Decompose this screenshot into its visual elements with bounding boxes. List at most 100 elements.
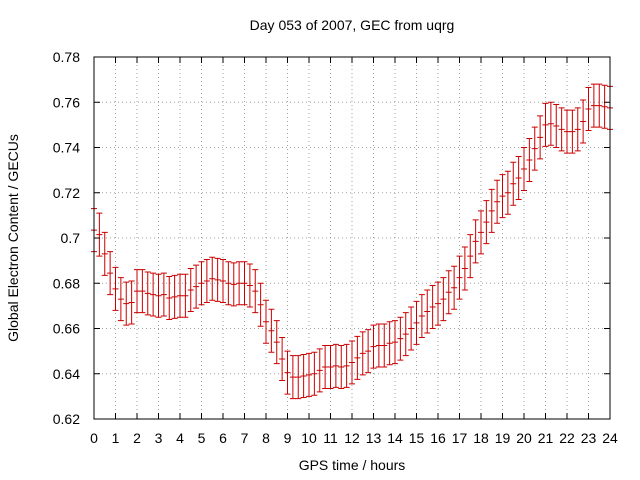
data-point — [101, 231, 108, 276]
data-point — [139, 269, 146, 314]
data-point — [209, 256, 216, 301]
y-tick-label: 0.72 — [53, 185, 80, 201]
data-point — [472, 219, 479, 264]
x-tick-label: 4 — [176, 430, 184, 446]
data-point — [596, 83, 603, 128]
x-tick-label: 20 — [516, 430, 532, 446]
data-point — [322, 344, 329, 389]
data-point — [343, 343, 350, 388]
data-point — [542, 102, 549, 147]
data-point — [456, 255, 463, 300]
y-tick-label: 0.66 — [53, 321, 80, 337]
y-tick-label: 0.76 — [53, 94, 80, 110]
data-point — [354, 335, 361, 380]
x-axis-label: GPS time / hours — [299, 457, 406, 473]
data-point — [478, 210, 484, 255]
data-point — [193, 264, 200, 309]
data-point — [580, 99, 587, 144]
data-point — [435, 281, 441, 326]
data-point — [144, 271, 151, 316]
data-point — [236, 261, 243, 306]
data-point — [257, 282, 264, 327]
data-point — [182, 273, 189, 318]
data-point — [316, 348, 323, 393]
data-point — [547, 101, 554, 146]
x-tick-label: 5 — [198, 430, 206, 446]
x-tick-label: 22 — [559, 430, 575, 446]
data-point — [349, 340, 355, 385]
data-point — [451, 265, 458, 310]
data-point — [117, 277, 124, 322]
data-point — [590, 83, 597, 128]
y-tick-label: 0.68 — [53, 275, 80, 291]
data-point — [306, 352, 312, 397]
data-point — [574, 107, 581, 152]
x-tick-label: 3 — [155, 430, 163, 446]
x-tick-labels: 0 1 2 3 4 5 6 7 8 9 10 11 12 13 14 15 16 17 18 19 20 21 22 23 24 — [90, 430, 618, 446]
data-point — [397, 316, 404, 361]
data-point — [171, 274, 178, 319]
x-tick-label: 6 — [219, 430, 227, 446]
data-series — [91, 83, 613, 400]
data-point — [300, 354, 307, 399]
data-point — [279, 337, 286, 382]
data-point — [203, 258, 210, 303]
data-point — [123, 281, 130, 326]
data-point — [510, 161, 517, 206]
x-tick-label: 16 — [430, 430, 446, 446]
data-point — [537, 115, 544, 160]
data-point — [402, 312, 409, 357]
x-tick-label: 10 — [301, 430, 317, 446]
x-tick-label: 0 — [90, 430, 98, 446]
data-point — [526, 137, 533, 182]
chart-title: Day 053 of 2007, GEC from uqrg — [250, 17, 455, 33]
data-point — [375, 323, 382, 368]
data-point — [289, 355, 296, 400]
data-point — [220, 258, 226, 303]
data-point — [585, 87, 592, 132]
x-tick-label: 8 — [262, 430, 270, 446]
x-tick-label: 9 — [284, 430, 292, 446]
data-point — [177, 273, 183, 318]
data-point — [418, 294, 425, 339]
data-point — [160, 272, 167, 317]
data-point — [365, 329, 372, 374]
data-point — [445, 270, 452, 315]
x-tick-label: 17 — [452, 430, 468, 446]
x-tick-label: 21 — [538, 430, 554, 446]
x-tick-label: 24 — [602, 430, 618, 446]
data-point — [128, 280, 135, 325]
data-point — [499, 174, 506, 219]
y-tick-label: 0.62 — [53, 411, 80, 427]
data-point — [467, 234, 474, 279]
data-point — [263, 299, 269, 344]
x-tick-label: 7 — [241, 430, 249, 446]
data-point — [166, 275, 173, 320]
data-point — [327, 344, 334, 389]
data-point — [521, 147, 527, 191]
data-point — [381, 323, 388, 368]
data-point — [214, 257, 221, 302]
data-point — [424, 289, 431, 334]
data-point — [488, 188, 495, 233]
data-point — [601, 84, 608, 129]
data-point — [268, 308, 275, 353]
data-point — [252, 269, 259, 314]
y-axis-label: Global Electron Content / GECUs — [5, 134, 21, 342]
x-tick-label: 18 — [473, 430, 489, 446]
data-point — [230, 262, 237, 307]
data-point — [359, 331, 366, 376]
data-point — [429, 285, 436, 329]
data-point — [338, 344, 345, 389]
data-point — [461, 246, 468, 291]
y-tick-label: 0.78 — [53, 49, 80, 65]
y-tick-label: 0.7 — [61, 230, 81, 246]
data-point — [225, 261, 232, 306]
data-point — [241, 261, 248, 306]
data-point — [112, 266, 119, 311]
data-point — [408, 306, 415, 351]
y-tick-labels: 0.62 0.64 0.66 0.68 0.7 0.72 0.74 0.76 0.78 — [53, 49, 80, 427]
data-point — [273, 320, 280, 365]
data-point — [531, 126, 538, 171]
